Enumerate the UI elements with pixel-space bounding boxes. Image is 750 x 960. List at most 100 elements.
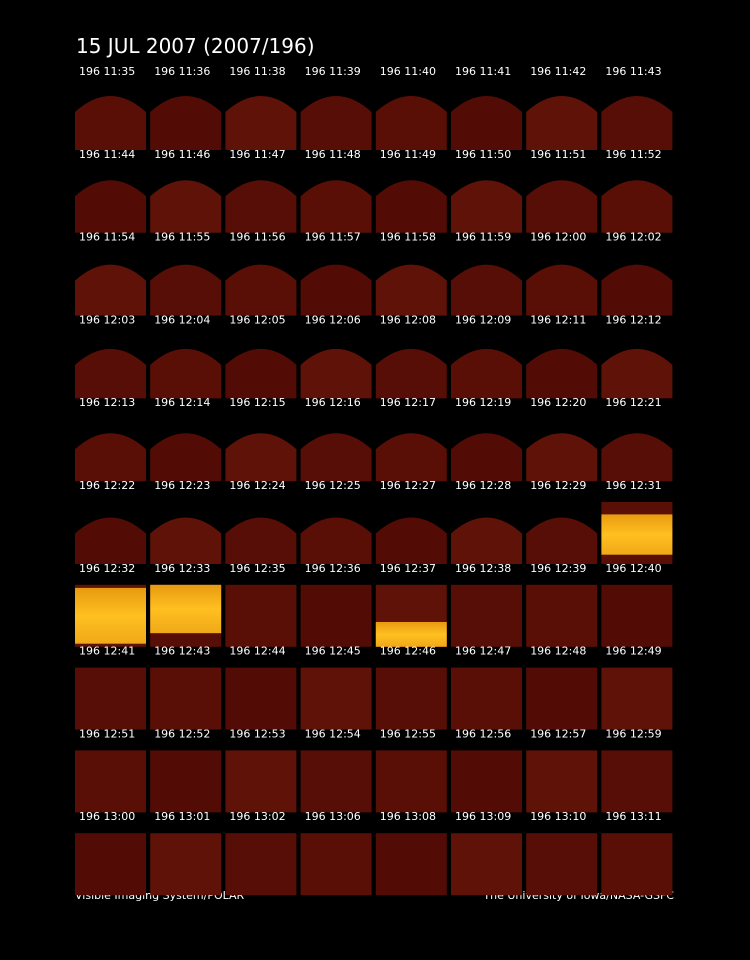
panel-image bbox=[451, 433, 522, 482]
panel-image bbox=[601, 96, 673, 150]
panel-image bbox=[150, 264, 222, 316]
panel-image bbox=[300, 348, 372, 399]
panel-image bbox=[601, 348, 673, 399]
panel-label: 196 12:37 bbox=[380, 562, 436, 575]
panel-image bbox=[601, 667, 673, 730]
panel-label: 196 12:11 bbox=[530, 313, 586, 326]
panel-image bbox=[526, 833, 598, 896]
panel-image bbox=[75, 348, 146, 399]
panel-image bbox=[375, 180, 447, 233]
panel-label: 196 11:39 bbox=[305, 65, 361, 78]
panel-label: 196 12:36 bbox=[305, 562, 361, 575]
panel-label: 196 12:20 bbox=[530, 396, 586, 409]
panel-image bbox=[150, 750, 222, 813]
panel-image bbox=[150, 96, 222, 150]
panel-label: 196 12:08 bbox=[380, 313, 436, 326]
panel-image bbox=[225, 750, 297, 813]
panel-label: 196 11:57 bbox=[305, 231, 361, 244]
panel-label: 196 12:23 bbox=[154, 479, 210, 492]
panel-image bbox=[451, 750, 522, 813]
panel-image bbox=[300, 433, 372, 482]
panel-image bbox=[375, 833, 447, 896]
panel-label: 196 11:46 bbox=[154, 148, 210, 161]
panel-label: 196 12:06 bbox=[305, 313, 361, 326]
panel-image bbox=[300, 264, 372, 316]
panel-label: 196 12:12 bbox=[605, 313, 661, 326]
panel-label: 196 12:43 bbox=[154, 645, 210, 658]
panel-image bbox=[526, 517, 598, 564]
panel-label: 196 12:44 bbox=[229, 645, 285, 658]
panel-image bbox=[451, 348, 522, 399]
panel-label: 196 12:15 bbox=[229, 396, 285, 409]
panel-label: 196 11:35 bbox=[79, 65, 135, 78]
panel-image bbox=[601, 180, 673, 233]
panel-label: 196 12:59 bbox=[605, 727, 661, 740]
panel-label: 196 11:51 bbox=[530, 148, 586, 161]
panel-image bbox=[225, 96, 297, 150]
panel-image bbox=[375, 750, 447, 813]
panel-label: 196 12:56 bbox=[455, 727, 511, 740]
panel-image bbox=[375, 96, 447, 150]
panel-label: 196 12:49 bbox=[605, 645, 661, 658]
panel-label: 196 11:52 bbox=[605, 148, 661, 161]
panel-image bbox=[451, 517, 522, 564]
panel-image bbox=[526, 584, 598, 647]
panel-label: 196 13:10 bbox=[530, 810, 586, 823]
panel-image bbox=[451, 584, 522, 647]
panel-label: 196 12:40 bbox=[605, 562, 661, 575]
panel-label: 196 13:06 bbox=[305, 810, 361, 823]
panel-image bbox=[375, 433, 447, 482]
panel-label: 196 11:55 bbox=[154, 231, 210, 244]
panel-image bbox=[300, 96, 372, 150]
panel-image bbox=[75, 264, 146, 316]
panel-label: 196 11:42 bbox=[530, 65, 586, 78]
panel-image bbox=[225, 667, 297, 730]
panel-image bbox=[601, 750, 673, 813]
panel-label: 196 12:22 bbox=[79, 479, 135, 492]
panel-label: 196 12:19 bbox=[455, 396, 511, 409]
panel-label: 196 12:38 bbox=[455, 562, 511, 575]
panel-label: 196 11:49 bbox=[380, 148, 436, 161]
panel-image bbox=[75, 667, 146, 730]
panel-label: 196 11:44 bbox=[79, 148, 135, 161]
panel-label: 196 12:35 bbox=[229, 562, 285, 575]
panel-label: 196 12:29 bbox=[530, 479, 586, 492]
panel-image bbox=[225, 833, 297, 896]
panel-label: 196 12:31 bbox=[605, 479, 661, 492]
panel-label: 196 12:47 bbox=[455, 645, 511, 658]
panel-image bbox=[526, 667, 598, 730]
panel-image bbox=[150, 517, 222, 564]
panel-image bbox=[375, 264, 447, 316]
title: 15 JUL 2007 (2007/196) bbox=[76, 34, 315, 58]
panel-image bbox=[300, 584, 372, 647]
panel-image bbox=[75, 180, 146, 233]
panel-label: 196 12:33 bbox=[154, 562, 210, 575]
panel-label: 196 12:45 bbox=[305, 645, 361, 658]
panel-label: 196 12:05 bbox=[229, 313, 285, 326]
panel-image bbox=[601, 584, 673, 647]
panel-label: 196 12:04 bbox=[154, 313, 210, 326]
aurora-band bbox=[601, 514, 673, 555]
panel-label: 196 11:41 bbox=[455, 65, 511, 78]
panel-label: 196 12:52 bbox=[154, 727, 210, 740]
panel-image bbox=[75, 750, 146, 813]
panel-label: 196 11:48 bbox=[305, 148, 361, 161]
aurora-band bbox=[75, 587, 146, 644]
panel-image bbox=[451, 667, 522, 730]
panel-label: 196 12:13 bbox=[79, 396, 135, 409]
panel-label: 196 13:09 bbox=[455, 810, 511, 823]
panel-label: 196 12:14 bbox=[154, 396, 210, 409]
panel-label: 196 13:02 bbox=[229, 810, 285, 823]
panel-label: 196 11:40 bbox=[380, 65, 436, 78]
panel-image bbox=[526, 264, 598, 316]
aurora-band bbox=[375, 622, 447, 647]
panel-image bbox=[526, 96, 598, 150]
panel-label: 196 11:59 bbox=[455, 231, 511, 244]
panel-image bbox=[150, 433, 222, 482]
panel-image bbox=[375, 348, 447, 399]
panel-image bbox=[451, 96, 522, 150]
panel-label: 196 12:51 bbox=[79, 727, 135, 740]
panel-image bbox=[300, 750, 372, 813]
